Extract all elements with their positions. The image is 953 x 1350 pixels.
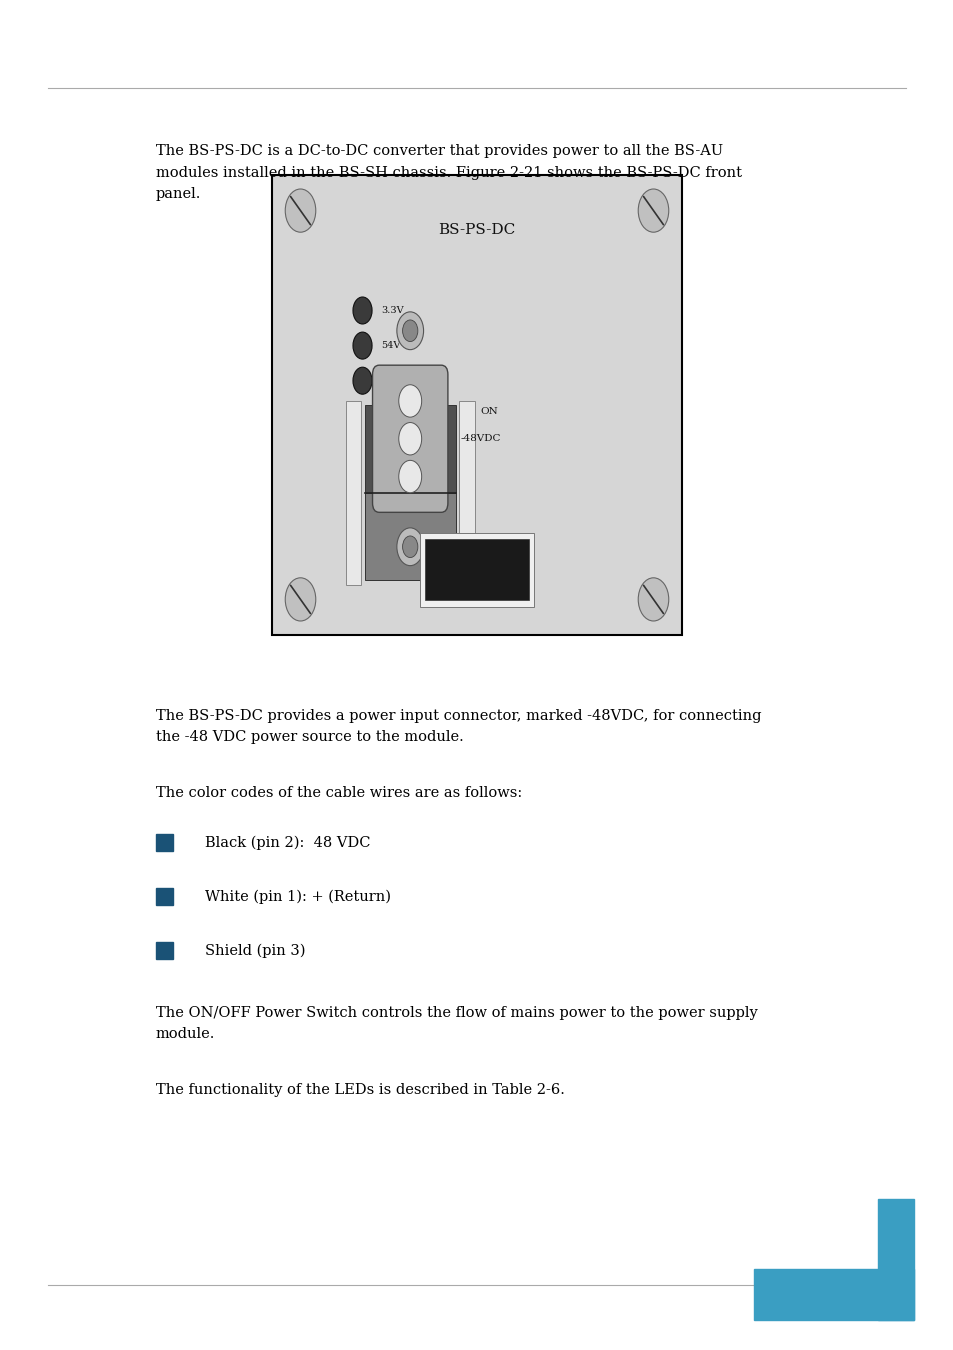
- FancyBboxPatch shape: [272, 176, 681, 634]
- Text: OFF: OFF: [479, 570, 502, 578]
- Circle shape: [285, 578, 315, 621]
- Text: ON: ON: [479, 408, 497, 416]
- Circle shape: [398, 460, 421, 493]
- Circle shape: [638, 189, 668, 232]
- FancyBboxPatch shape: [753, 1269, 913, 1320]
- Circle shape: [638, 578, 668, 621]
- Circle shape: [353, 297, 372, 324]
- FancyBboxPatch shape: [458, 401, 474, 585]
- FancyBboxPatch shape: [877, 1199, 913, 1320]
- Text: -48VDC: -48VDC: [459, 435, 500, 443]
- Text: The functionality of the LEDs is described in Table 2-6.: The functionality of the LEDs is describ…: [155, 1083, 564, 1096]
- Text: White (pin 1): + (Return): White (pin 1): + (Return): [205, 890, 391, 903]
- Circle shape: [396, 528, 423, 566]
- Text: 54V: 54V: [381, 342, 400, 350]
- Text: BS-PS-DC: BS-PS-DC: [438, 223, 515, 236]
- FancyBboxPatch shape: [424, 539, 529, 599]
- Text: The color codes of the cable wires are as follows:: The color codes of the cable wires are a…: [155, 786, 521, 799]
- Text: The ON/OFF Power Switch controls the flow of mains power to the power supply
mod: The ON/OFF Power Switch controls the flo…: [155, 1006, 757, 1041]
- FancyBboxPatch shape: [364, 405, 455, 493]
- FancyBboxPatch shape: [155, 888, 172, 905]
- Text: The BS-PS-DC provides a power input connector, marked -48VDC, for connecting
the: The BS-PS-DC provides a power input conn…: [155, 709, 760, 744]
- FancyBboxPatch shape: [419, 532, 534, 606]
- Text: 3.3V: 3.3V: [381, 306, 404, 315]
- FancyBboxPatch shape: [155, 942, 172, 958]
- Text: OVER TEMP.: OVER TEMP.: [381, 377, 445, 385]
- Circle shape: [353, 367, 372, 394]
- FancyBboxPatch shape: [345, 401, 360, 585]
- Circle shape: [398, 423, 421, 455]
- Text: Black (pin 2):  48 VDC: Black (pin 2): 48 VDC: [205, 836, 370, 849]
- Circle shape: [402, 320, 417, 342]
- FancyBboxPatch shape: [155, 833, 172, 852]
- Circle shape: [353, 332, 372, 359]
- Circle shape: [396, 312, 423, 350]
- Circle shape: [398, 385, 421, 417]
- Circle shape: [285, 189, 315, 232]
- Text: The BS-PS-DC is a DC-to-DC converter that provides power to all the BS-AU
module: The BS-PS-DC is a DC-to-DC converter tha…: [155, 144, 740, 201]
- FancyBboxPatch shape: [372, 364, 447, 512]
- Circle shape: [402, 536, 417, 558]
- FancyBboxPatch shape: [364, 493, 455, 580]
- Text: Shield (pin 3): Shield (pin 3): [205, 944, 305, 957]
